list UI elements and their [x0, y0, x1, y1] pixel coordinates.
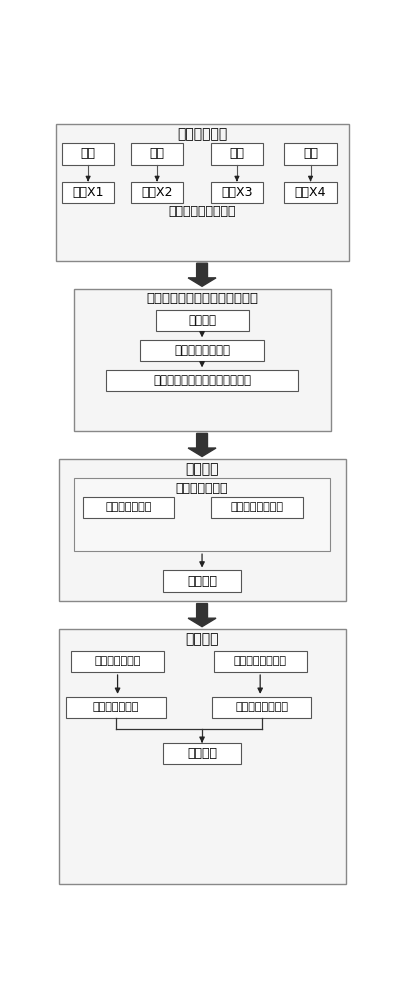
Bar [140, 340, 264, 361]
Bar [62, 182, 115, 203]
Text: 特征空间建模分析: 特征空间建模分析 [174, 344, 230, 357]
Bar [212, 697, 311, 718]
Text: 可恢复性异常点: 可恢复性异常点 [94, 656, 141, 666]
Text: 温度: 温度 [150, 147, 165, 160]
Text: 特征提取: 特征提取 [188, 314, 216, 327]
Text: 集合X2: 集合X2 [141, 186, 173, 199]
Bar [163, 570, 241, 592]
Bar [156, 310, 248, 331]
Text: 异常点统计分类: 异常点统计分类 [176, 482, 228, 495]
Polygon shape [188, 433, 216, 456]
Text: 流量: 流量 [81, 147, 96, 160]
Polygon shape [188, 263, 216, 286]
Text: 异常验证: 异常验证 [185, 632, 219, 646]
Bar [211, 143, 263, 165]
Text: 不可恢复性异常点: 不可恢复性异常点 [234, 656, 287, 666]
Text: 异常处理: 异常处理 [185, 462, 219, 476]
Bar [59, 459, 346, 601]
Text: 在线监测数据: 在线监测数据 [177, 127, 227, 141]
Text: 集合X4: 集合X4 [295, 186, 326, 199]
Text: 集合X1: 集合X1 [72, 186, 104, 199]
Bar [211, 497, 303, 518]
Text: 不可恢复性异常点: 不可恢复性异常点 [231, 502, 284, 512]
Text: 依据检测函数判断是否为异常点: 依据检测函数判断是否为异常点 [153, 374, 251, 387]
Bar [211, 182, 263, 203]
Text: 验证结果: 验证结果 [187, 747, 217, 760]
Text: 可恢复性异常点: 可恢复性异常点 [105, 502, 152, 512]
Bar [163, 743, 241, 764]
Bar [74, 289, 331, 431]
Text: 集合X3: 集合X3 [221, 186, 253, 199]
Bar [59, 629, 346, 884]
Text: 报警警示: 报警警示 [187, 575, 217, 588]
Text: 过程监控数据预处理: 过程监控数据预处理 [168, 205, 236, 218]
Bar [131, 143, 183, 165]
Text: 压力: 压力 [229, 147, 245, 160]
Bar [66, 697, 166, 718]
Bar [56, 124, 349, 261]
Bar [74, 478, 330, 551]
Bar [131, 182, 183, 203]
Bar [284, 143, 337, 165]
Polygon shape [188, 604, 216, 627]
Bar [284, 182, 337, 203]
Text: 误差异常值验证: 误差异常值验证 [93, 703, 139, 713]
Bar [62, 143, 115, 165]
Bar [106, 370, 298, 391]
Bar [71, 651, 164, 672]
Bar [214, 651, 307, 672]
Text: 液位: 液位 [303, 147, 318, 160]
Text: 检定装置检定验证: 检定装置检定验证 [235, 703, 288, 713]
Text: 基于特征参数的异常点检测模型: 基于特征参数的异常点检测模型 [146, 292, 258, 305]
Bar [83, 497, 174, 518]
